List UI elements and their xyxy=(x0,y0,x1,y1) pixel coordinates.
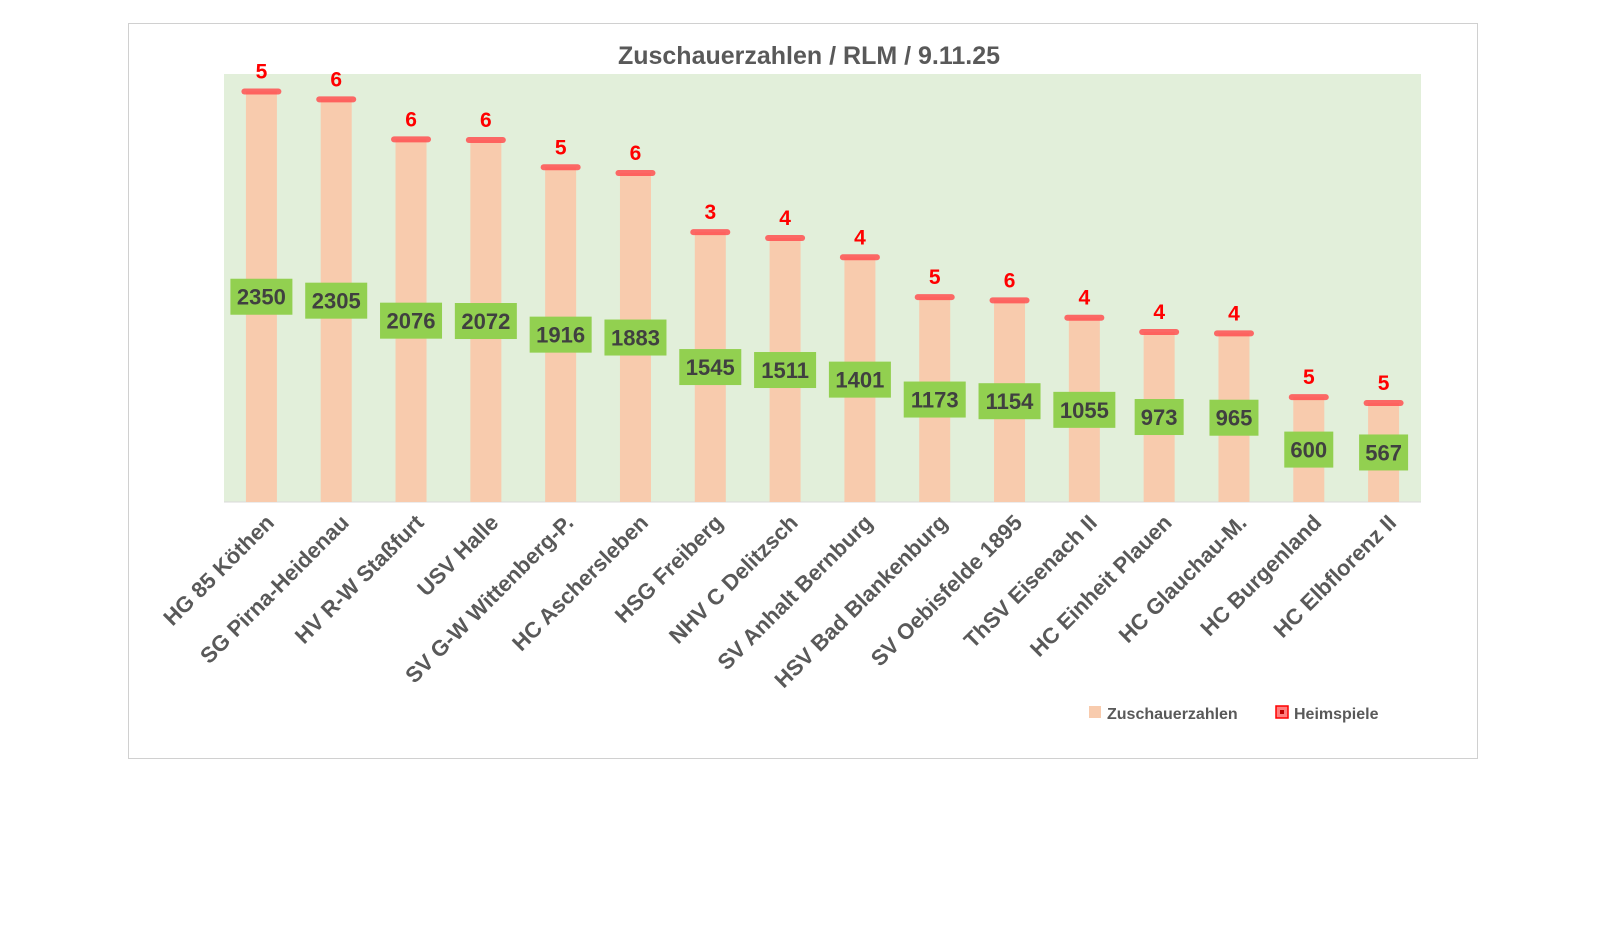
value-label-group: 2350 2305 2076 2072 1916 1883 1545 1511 1401 1173… xyxy=(230,278,1409,471)
value-label-7: 1545 xyxy=(686,355,735,380)
value-label-box-8 xyxy=(754,352,817,389)
heimspiele-label-11: 6 xyxy=(1004,269,1016,292)
category-label-14: HC Glauchau-M. xyxy=(1114,510,1252,648)
legend-swatch-zuschauerzahlen xyxy=(1089,706,1101,718)
heimspiele-label-15: 5 xyxy=(1303,366,1315,389)
value-label-box-7 xyxy=(679,349,742,386)
value-label-box-12 xyxy=(1053,391,1116,428)
value-label-box-13 xyxy=(1134,399,1184,436)
heimspiele-label-8: 4 xyxy=(779,207,791,230)
value-label-box-14 xyxy=(1209,399,1259,436)
heimspiele-label-9: 4 xyxy=(854,226,866,249)
value-label-14: 965 xyxy=(1216,406,1253,431)
value-label-box-9 xyxy=(828,361,891,398)
value-label-box-16 xyxy=(1359,434,1409,471)
category-label-6: HC Aschersleben xyxy=(507,510,653,656)
heimspiele-label-3: 6 xyxy=(405,108,417,131)
legend: Zuschauerzahlen Heimspiele xyxy=(1089,705,1379,723)
value-label-1: 2350 xyxy=(237,285,286,310)
value-label-5: 1916 xyxy=(536,323,585,348)
chart-title: Zuschauerzahlen / RLM / 9.11.25 xyxy=(618,42,1000,70)
value-label-box-4 xyxy=(454,303,517,340)
heimspiele-label-6: 6 xyxy=(630,142,642,165)
value-label-9: 1401 xyxy=(835,368,884,393)
legend-swatch-heimspiele-inner xyxy=(1280,710,1284,714)
heimspiele-label-2: 6 xyxy=(330,68,342,91)
legend-label-zuschauerzahlen: Zuschauerzahlen xyxy=(1107,706,1238,723)
value-label-15: 600 xyxy=(1290,438,1327,463)
value-label-box-2 xyxy=(305,282,368,319)
value-label-box-15 xyxy=(1284,431,1334,468)
value-label-12: 1055 xyxy=(1060,398,1109,423)
marker-group: 5 6 6 6 5 6 3 4 4 5 6 4 4 4 5 5 xyxy=(241,60,1404,406)
chart-frame: Zuschauerzahlen / RLM / 9.11.25 5 6 6 6 5 6 3 4… xyxy=(128,23,1478,759)
category-label-8: NHV C Delitzsch xyxy=(664,510,803,649)
value-label-box-5 xyxy=(529,316,592,353)
value-label-11: 1154 xyxy=(986,389,1034,414)
value-label-box-3 xyxy=(380,302,443,339)
heimspiele-label-13: 4 xyxy=(1153,301,1165,324)
legend-label-heimspiele: Heimspiele xyxy=(1294,706,1379,723)
value-label-2: 2305 xyxy=(312,289,361,314)
chart: Zuschauerzahlen / RLM / 9.11.25 5 6 6 6 5 6 3 4… xyxy=(158,42,1421,723)
value-label-3: 2076 xyxy=(387,309,436,334)
value-label-8: 1511 xyxy=(761,358,809,383)
category-label-2: SG Pirna-Heidenau xyxy=(195,510,354,669)
heimspiele-label-7: 3 xyxy=(704,201,716,224)
value-label-16: 567 xyxy=(1365,440,1402,465)
value-label-13: 973 xyxy=(1141,405,1178,430)
value-label-6: 1883 xyxy=(611,326,660,351)
category-label-13: HC Einheit Plauen xyxy=(1025,510,1177,662)
value-label-10: 1173 xyxy=(911,388,959,413)
heimspiele-label-14: 4 xyxy=(1228,302,1240,325)
value-label-box-11 xyxy=(978,383,1041,420)
category-label-12: ThSV Eisenach II xyxy=(959,510,1102,653)
category-label-3: HV R-W Staßfurt xyxy=(290,509,429,648)
value-label-box-1 xyxy=(230,278,293,315)
heimspiele-label-16: 5 xyxy=(1378,372,1390,395)
value-label-box-6 xyxy=(604,319,667,356)
heimspiele-label-12: 4 xyxy=(1079,287,1091,310)
heimspiele-label-1: 5 xyxy=(256,60,268,83)
heimspiele-label-10: 5 xyxy=(929,266,941,289)
value-label-4: 2072 xyxy=(461,309,510,334)
heimspiele-label-4: 6 xyxy=(480,109,492,132)
heimspiele-label-5: 5 xyxy=(555,136,567,159)
value-label-box-10 xyxy=(903,381,966,418)
